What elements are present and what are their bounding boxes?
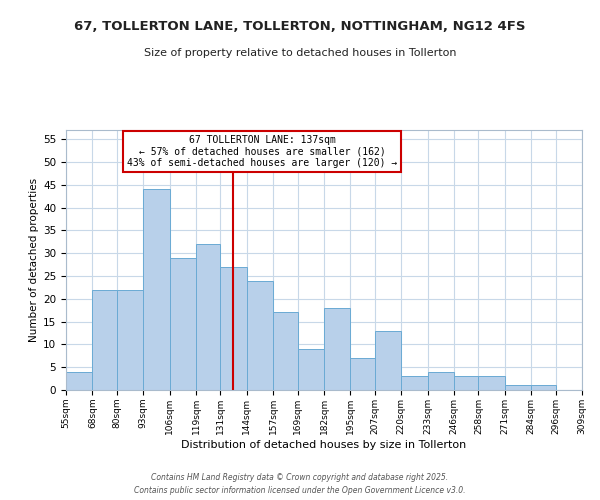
Bar — [478, 376, 505, 390]
Bar — [117, 290, 143, 390]
Bar — [196, 244, 220, 390]
Bar — [428, 372, 454, 390]
Bar — [170, 258, 196, 390]
Text: Size of property relative to detached houses in Tollerton: Size of property relative to detached ho… — [144, 48, 456, 58]
Bar — [375, 330, 401, 390]
Text: Contains HM Land Registry data © Crown copyright and database right 2025.: Contains HM Land Registry data © Crown c… — [151, 472, 449, 482]
Bar — [298, 349, 324, 390]
Bar — [531, 386, 556, 390]
Text: Contains public sector information licensed under the Open Government Licence v3: Contains public sector information licen… — [134, 486, 466, 495]
Bar — [401, 376, 428, 390]
Y-axis label: Number of detached properties: Number of detached properties — [29, 178, 39, 342]
Bar — [143, 190, 170, 390]
Text: 67, TOLLERTON LANE, TOLLERTON, NOTTINGHAM, NG12 4FS: 67, TOLLERTON LANE, TOLLERTON, NOTTINGHA… — [74, 20, 526, 33]
Bar — [350, 358, 375, 390]
Bar — [220, 267, 247, 390]
X-axis label: Distribution of detached houses by size in Tollerton: Distribution of detached houses by size … — [181, 440, 467, 450]
Bar — [92, 290, 117, 390]
Bar — [66, 372, 92, 390]
Bar — [273, 312, 298, 390]
Text: 67 TOLLERTON LANE: 137sqm
← 57% of detached houses are smaller (162)
43% of semi: 67 TOLLERTON LANE: 137sqm ← 57% of detac… — [127, 135, 397, 168]
Bar — [247, 280, 273, 390]
Bar — [505, 386, 531, 390]
Bar — [454, 376, 478, 390]
Bar — [324, 308, 350, 390]
